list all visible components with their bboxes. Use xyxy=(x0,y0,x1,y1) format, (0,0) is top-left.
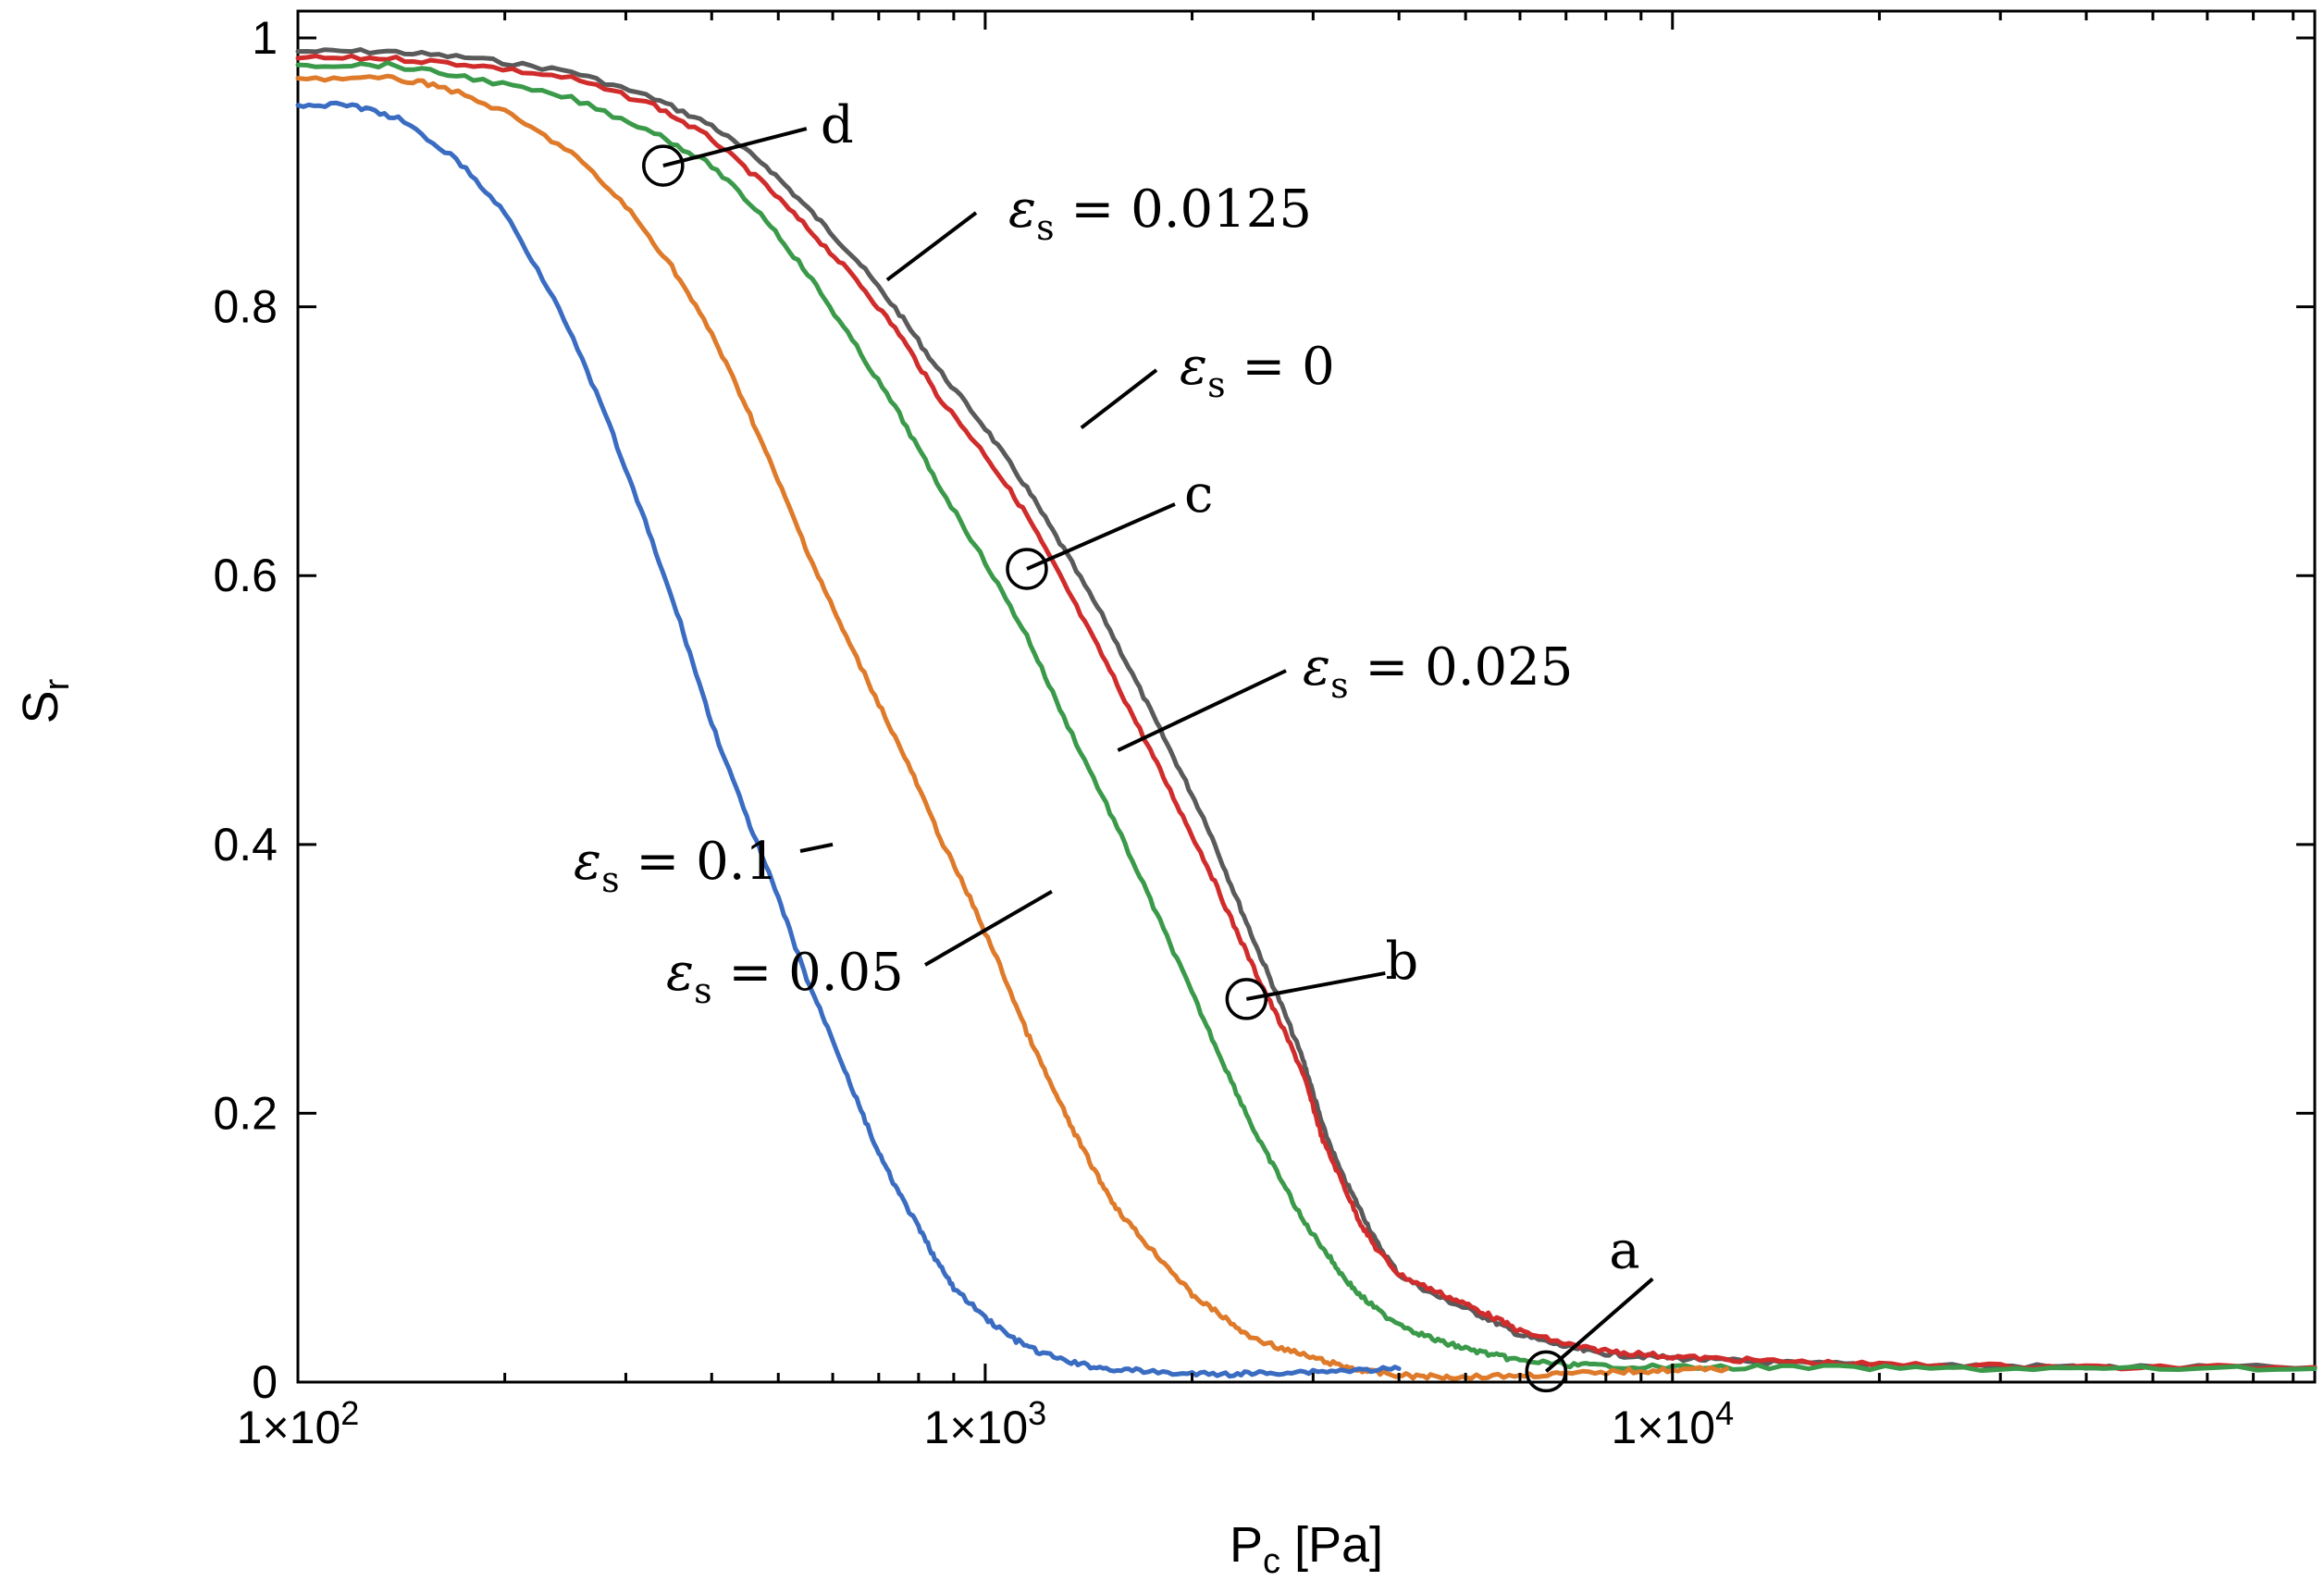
annotation-leader xyxy=(1117,669,1287,752)
annotation-value: = 0.1 xyxy=(620,832,779,892)
y-axis-title-sub: r xyxy=(38,678,77,690)
x-axis-title: Pc [Pa] xyxy=(1230,1517,1383,1581)
annotation-symbol: ε xyxy=(1008,179,1036,240)
y-tick-label: 1 xyxy=(252,12,278,64)
x-tick-label: 1×102 xyxy=(237,1394,360,1453)
marker-leader-a xyxy=(1544,1277,1654,1373)
annotation-label: εs = 0 xyxy=(1180,337,1335,405)
x-tick-label: 1×103 xyxy=(924,1394,1047,1453)
annotation-label: εs = 0.1 xyxy=(574,832,778,900)
x-tick-label-exp: 4 xyxy=(1715,1394,1734,1432)
plot-frame xyxy=(296,9,2317,1384)
y-tick-label: 0.2 xyxy=(213,1087,278,1139)
marker-circle-c xyxy=(1006,548,1048,590)
annotation-symbol: ε xyxy=(1303,637,1330,698)
x-axis-title-main: P xyxy=(1230,1517,1263,1573)
y-tick-label: 0 xyxy=(252,1356,278,1408)
markers-group: a b c d xyxy=(642,95,1640,1393)
marker-leader-b xyxy=(1245,970,1386,1001)
marker-circle-d xyxy=(642,144,685,187)
annotation-leader xyxy=(1080,368,1158,429)
x-tick-label-base: 1×10 xyxy=(1611,1402,1715,1453)
x-tick-label: 1×104 xyxy=(1611,1394,1734,1453)
annotation-symbol: ε xyxy=(574,832,601,892)
annotation-value: = 0.0125 xyxy=(1055,179,1312,240)
marker-circle-a xyxy=(1525,1350,1568,1393)
annotation-symbol: ε xyxy=(666,943,694,1003)
ticks-group xyxy=(296,11,2315,1384)
series-line-eps-0-0125 xyxy=(295,53,2318,1372)
marker-label-b: b xyxy=(1385,932,1418,992)
series-line-eps-0-1 xyxy=(295,100,1402,1379)
y-tick-label: 0.4 xyxy=(213,819,278,871)
annotation-leader xyxy=(885,211,978,282)
marker-leader-c xyxy=(1026,502,1176,571)
annotation-subscript: s xyxy=(1036,207,1055,248)
tick-labels-group: 00.20.40.60.811×102 1×103 1×104 xyxy=(213,12,1734,1453)
x-tick-label-base: 1×10 xyxy=(237,1402,341,1453)
annotation-subscript: s xyxy=(1207,364,1226,405)
annotation-leader xyxy=(799,842,834,853)
marker-label-d: d xyxy=(821,95,854,155)
annotation-label: εs = 0.0125 xyxy=(1008,179,1312,248)
leaders-group xyxy=(662,127,1654,1373)
y-tick-label: 0.6 xyxy=(213,550,278,601)
y-tick-label: 0.8 xyxy=(213,281,278,333)
annotation-subscript: s xyxy=(694,970,712,1011)
annotation-label: εs = 0.025 xyxy=(1303,637,1573,706)
y-axis-title: Sr xyxy=(13,678,77,723)
annotation-symbol: ε xyxy=(1180,337,1207,397)
marker-leader-d xyxy=(662,127,808,168)
series-line-eps-0-05 xyxy=(295,73,1730,1381)
annotation-subscript: s xyxy=(601,859,620,900)
annotation-value: = 0 xyxy=(1226,337,1335,397)
y-axis-title-main: S xyxy=(13,690,68,723)
marker-label-a: a xyxy=(1609,1220,1639,1280)
annotation-leader xyxy=(923,889,1053,967)
x-tick-label-exp: 3 xyxy=(1028,1394,1046,1432)
series-group xyxy=(295,47,2318,1381)
annotation-subscript: s xyxy=(1330,665,1349,706)
x-axis-title-unit: [Pa] xyxy=(1280,1517,1383,1573)
x-axis-title-sub: c xyxy=(1263,1542,1280,1581)
marker-label-c: c xyxy=(1184,464,1213,525)
x-tick-label-base: 1×10 xyxy=(924,1402,1029,1453)
marker-circle-b xyxy=(1225,978,1268,1020)
annotation-label: εs = 0.05 xyxy=(666,943,904,1011)
annotation-value: = 0.025 xyxy=(1349,637,1574,698)
x-tick-label-exp: 2 xyxy=(340,1394,359,1432)
annotation-value: = 0.05 xyxy=(712,943,904,1003)
